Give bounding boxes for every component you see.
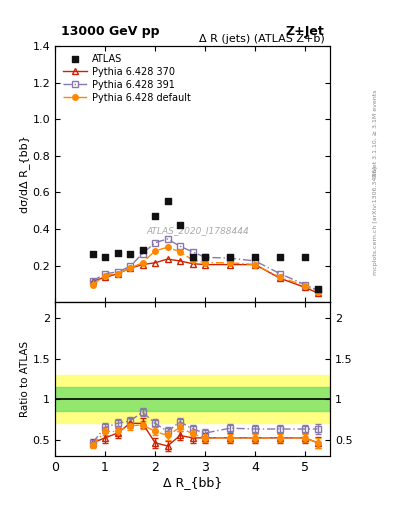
Pythia 6.428 370 [315,290,320,296]
Pythia 6.428 370 [278,275,283,282]
Bar [55,387,330,411]
Legend: ATLAS, Pythia 6.428 370, Pythia 6.428 391, Pythia 6.428 default: ATLAS, Pythia 6.428 370, Pythia 6.428 39… [60,51,194,105]
ATLAS [152,212,158,220]
Text: 13000 GeV pp: 13000 GeV pp [61,26,159,38]
ATLAS [252,253,258,261]
Pythia 6.428 370 [103,274,107,281]
Pythia 6.428 370 [115,271,120,277]
Pythia 6.428 default [140,260,145,266]
Y-axis label: Ratio to ATLAS: Ratio to ATLAS [20,341,30,417]
ATLAS [277,253,283,261]
Pythia 6.428 default [115,271,120,277]
Pythia 6.428 default [228,260,232,266]
Pythia 6.428 391 [178,243,182,249]
Pythia 6.428 370 [303,284,307,290]
Pythia 6.428 default [315,289,320,295]
ATLAS [189,253,196,261]
Pythia 6.428 370 [190,261,195,267]
ATLAS [202,253,208,261]
Pythia 6.428 370 [253,262,257,268]
Text: Z+Jet: Z+Jet [286,26,325,38]
ATLAS [140,246,146,254]
ATLAS [127,249,133,258]
Pythia 6.428 default [165,244,170,250]
ATLAS [227,253,233,261]
Pythia 6.428 default [190,257,195,263]
Pythia 6.428 370 [228,262,232,268]
Pythia 6.428 391 [90,278,95,284]
Pythia 6.428 391 [128,263,132,269]
Text: mcplots.cern.ch [arXiv:1306.3436]: mcplots.cern.ch [arXiv:1306.3436] [373,166,378,274]
Pythia 6.428 391 [253,258,257,264]
Y-axis label: dσ/dΔ R_{bb}: dσ/dΔ R_{bb} [19,135,29,213]
Pythia 6.428 default [178,249,182,255]
Pythia 6.428 default [103,272,107,279]
Bar [55,375,330,423]
ATLAS [102,253,108,261]
Text: Rivet 3.1.10, ≥ 3.1M events: Rivet 3.1.10, ≥ 3.1M events [373,90,378,177]
Pythia 6.428 391 [315,287,320,293]
Pythia 6.428 default [253,262,257,268]
Pythia 6.428 391 [190,249,195,255]
Pythia 6.428 391 [115,269,120,275]
Pythia 6.428 370 [178,258,182,264]
Pythia 6.428 370 [153,260,158,266]
ATLAS [89,249,95,258]
Text: Δ R (jets) (ATLAS Z+b): Δ R (jets) (ATLAS Z+b) [199,34,325,44]
Pythia 6.428 391 [103,271,107,277]
Pythia 6.428 default [278,274,283,281]
Pythia 6.428 370 [165,256,170,262]
Pythia 6.428 370 [90,278,95,284]
ATLAS [177,221,183,229]
Line: Pythia 6.428 391: Pythia 6.428 391 [90,236,320,293]
Pythia 6.428 370 [128,265,132,271]
Text: ATLAS_2020_I1788444: ATLAS_2020_I1788444 [147,226,250,235]
ATLAS [302,253,308,261]
Line: Pythia 6.428 370: Pythia 6.428 370 [90,257,320,296]
Pythia 6.428 391 [278,271,283,277]
Pythia 6.428 default [303,283,307,289]
Pythia 6.428 default [90,282,95,288]
Pythia 6.428 391 [165,236,170,242]
Pythia 6.428 391 [203,254,208,260]
Line: Pythia 6.428 default: Pythia 6.428 default [90,244,320,295]
Pythia 6.428 default [203,260,208,266]
Pythia 6.428 391 [140,250,145,257]
Pythia 6.428 default [128,265,132,271]
ATLAS [164,197,171,205]
ATLAS [114,249,121,257]
ATLAS [314,285,321,293]
Pythia 6.428 370 [140,262,145,268]
Pythia 6.428 370 [203,262,208,268]
Pythia 6.428 default [153,248,158,254]
X-axis label: Δ R_{bb}: Δ R_{bb} [163,476,222,489]
Pythia 6.428 391 [228,255,232,261]
Pythia 6.428 391 [303,282,307,288]
Pythia 6.428 391 [153,240,158,246]
